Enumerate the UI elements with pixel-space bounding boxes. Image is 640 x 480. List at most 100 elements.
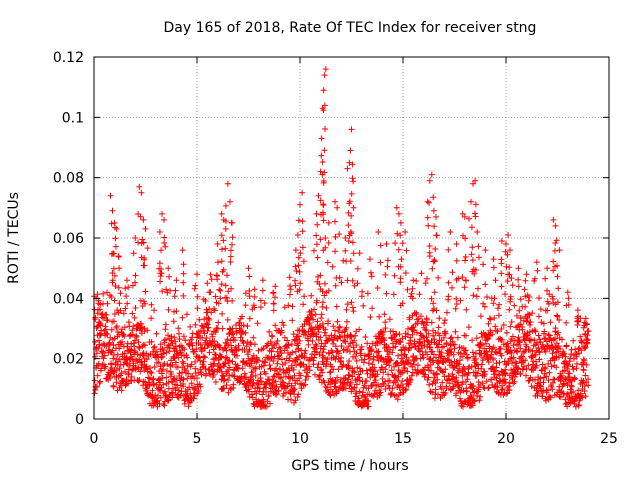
data-point <box>363 378 370 385</box>
data-point <box>124 277 130 284</box>
data-point <box>192 282 199 289</box>
data-point <box>192 385 198 392</box>
data-point <box>229 358 236 365</box>
data-point <box>508 319 515 325</box>
x-tick-label: 10 <box>291 431 309 447</box>
data-point <box>580 378 587 384</box>
data-point <box>463 332 469 339</box>
data-point <box>504 340 511 347</box>
data-point <box>556 247 563 254</box>
data-point <box>330 337 337 344</box>
data-point <box>168 371 175 377</box>
data-point <box>239 313 245 320</box>
data-point <box>118 370 125 377</box>
data-point <box>116 356 123 363</box>
data-point <box>242 290 249 297</box>
data-point <box>295 262 302 269</box>
data-point <box>211 307 218 314</box>
data-point <box>289 317 296 324</box>
data-point <box>119 338 125 345</box>
data-point <box>309 338 316 344</box>
data-point <box>579 394 586 401</box>
data-point <box>131 314 138 321</box>
data-point <box>280 322 287 329</box>
data-point <box>364 370 371 377</box>
data-point <box>557 345 564 352</box>
data-point <box>267 338 274 345</box>
data-point <box>498 270 505 277</box>
data-point <box>262 370 269 377</box>
data-point <box>376 392 383 399</box>
data-point <box>482 247 489 254</box>
data-point <box>254 356 261 363</box>
data-point <box>108 220 115 227</box>
data-point <box>534 340 540 346</box>
data-point <box>309 312 316 319</box>
data-point <box>295 254 302 261</box>
data-point <box>551 376 558 383</box>
data-point <box>580 324 587 331</box>
data-point <box>229 234 236 241</box>
data-point <box>104 300 111 307</box>
data-point <box>482 371 489 378</box>
data-point <box>204 328 211 334</box>
data-point <box>464 376 471 383</box>
data-point <box>136 183 143 190</box>
data-point <box>496 359 503 366</box>
data-point <box>332 233 339 240</box>
data-point <box>399 378 406 385</box>
data-point <box>115 284 122 291</box>
data-point <box>446 380 453 387</box>
data-point <box>490 356 497 363</box>
data-point <box>161 339 168 346</box>
data-point <box>545 387 551 394</box>
data-point <box>292 247 299 254</box>
data-point <box>536 295 542 301</box>
data-point <box>182 337 189 344</box>
data-point <box>550 336 557 343</box>
data-point <box>141 262 148 269</box>
data-point <box>247 339 254 346</box>
data-point <box>220 237 227 244</box>
data-point <box>445 279 452 286</box>
data-point <box>148 315 155 322</box>
data-point <box>453 276 460 283</box>
data-point <box>164 368 170 374</box>
data-point <box>132 272 139 279</box>
data-point <box>244 323 251 330</box>
data-point <box>522 357 529 364</box>
data-point <box>344 277 351 284</box>
data-point <box>345 371 352 378</box>
data-point <box>574 322 581 328</box>
data-point <box>157 394 164 401</box>
data-point <box>565 362 572 369</box>
data-point <box>121 350 128 357</box>
data-point <box>529 310 536 317</box>
data-point <box>360 359 367 366</box>
data-point <box>336 350 342 357</box>
data-point <box>332 343 339 350</box>
data-point <box>255 347 262 354</box>
data-point <box>559 336 565 343</box>
data-point <box>389 385 396 392</box>
data-point <box>249 306 256 313</box>
data-point <box>314 318 321 325</box>
data-point <box>179 247 186 254</box>
data-point <box>297 201 303 208</box>
data-point <box>416 291 423 298</box>
data-point <box>111 297 118 304</box>
data-point <box>431 223 438 230</box>
data-point <box>277 345 284 352</box>
data-point <box>229 219 235 226</box>
data-point <box>407 360 414 367</box>
data-point <box>582 315 589 322</box>
data-point <box>280 379 287 386</box>
data-point <box>507 293 514 300</box>
data-point <box>392 374 399 381</box>
data-point <box>273 365 279 372</box>
data-point <box>246 293 253 300</box>
data-point <box>352 332 359 339</box>
data-point <box>117 307 124 314</box>
data-point <box>393 393 400 399</box>
data-point <box>148 301 155 308</box>
